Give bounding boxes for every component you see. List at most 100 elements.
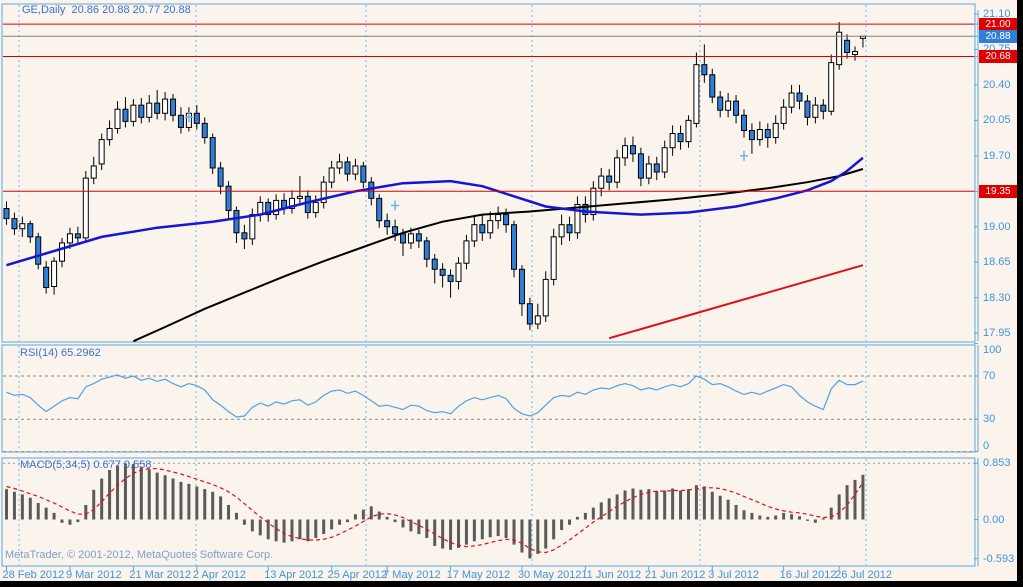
candle xyxy=(320,176,327,209)
candle xyxy=(606,168,613,191)
candle xyxy=(764,123,771,148)
candle xyxy=(717,90,724,118)
candle xyxy=(701,44,708,83)
date-label: 17 May 2012 xyxy=(446,569,511,581)
candle xyxy=(360,161,367,189)
candle xyxy=(756,121,763,146)
candle xyxy=(495,206,502,229)
main-pane-surface[interactable] xyxy=(1,3,976,343)
candle xyxy=(733,95,740,124)
macd-signal-line xyxy=(6,468,864,554)
candle xyxy=(629,136,636,162)
ma-slow-line xyxy=(132,168,864,343)
trendline-red xyxy=(608,264,864,340)
candle xyxy=(138,98,145,124)
candle xyxy=(590,181,597,221)
candle xyxy=(106,120,113,146)
candle xyxy=(201,117,208,144)
date-label: 2 Apr 2012 xyxy=(192,569,247,581)
copyright-text: MetaTrader, © 2001-2012, MetaQuotes Soft… xyxy=(5,549,274,561)
candle xyxy=(558,214,565,245)
candle xyxy=(582,196,589,223)
candle xyxy=(304,190,311,219)
candle xyxy=(447,269,454,298)
price-badge-20.68: 20.68 xyxy=(979,50,1017,64)
screen-right-edge xyxy=(1017,0,1023,587)
date-label: 25 Apr 2012 xyxy=(327,569,387,581)
price-axis-label: 18.65 xyxy=(983,256,1011,269)
candle xyxy=(43,261,50,294)
candle xyxy=(622,137,629,166)
candle xyxy=(439,263,446,288)
candle xyxy=(90,156,97,185)
price-axis-label: 20.40 xyxy=(983,78,1011,91)
candle xyxy=(637,147,644,187)
date-label: 3 Jul 2012 xyxy=(708,569,760,581)
candle xyxy=(542,271,549,322)
candle xyxy=(677,125,684,150)
candle xyxy=(653,156,660,181)
price-axis-label: 21.10 xyxy=(983,8,1011,20)
candle xyxy=(336,153,343,175)
candle xyxy=(566,216,573,241)
candle xyxy=(804,95,811,126)
candle xyxy=(661,140,668,179)
candle xyxy=(487,211,494,239)
candle xyxy=(352,158,359,181)
candle xyxy=(415,229,422,249)
price-axis-label: 20.05 xyxy=(983,114,1011,127)
candle xyxy=(51,257,58,295)
date-label: 13 Apr 2012 xyxy=(264,569,324,581)
candle xyxy=(177,107,184,134)
candle xyxy=(796,84,803,110)
rsi-axis-label: 70 xyxy=(983,370,996,382)
price-badge-20.88: 20.88 xyxy=(979,29,1017,43)
candle xyxy=(669,125,676,156)
candle xyxy=(614,149,621,189)
rsi-axis-label: 0 xyxy=(983,440,990,452)
candle xyxy=(685,115,692,148)
candle xyxy=(455,257,462,290)
macd-axis-label: 0.853 xyxy=(983,457,1011,470)
candle xyxy=(693,52,700,128)
candle xyxy=(812,97,819,124)
candle xyxy=(288,190,295,214)
candle xyxy=(344,156,351,182)
screen-bottom-edge xyxy=(0,581,1023,587)
candle xyxy=(114,101,121,134)
date-label: 26 Jul 2012 xyxy=(835,569,893,581)
candle xyxy=(479,214,486,241)
candle xyxy=(82,171,89,241)
macd-axis-label: -0.593 xyxy=(983,552,1015,565)
candle xyxy=(550,228,557,286)
price-badge-19.35: 19.35 xyxy=(979,184,1017,198)
candle xyxy=(423,236,430,268)
date-label: 21 Mar 2012 xyxy=(129,569,192,581)
candle xyxy=(154,89,161,120)
candle xyxy=(836,22,843,70)
candle xyxy=(3,201,10,225)
candle xyxy=(574,196,581,239)
candle xyxy=(780,99,787,130)
candle xyxy=(35,232,42,270)
candle xyxy=(328,160,335,189)
date-label: 30 May 2012 xyxy=(517,569,582,581)
macd-indicator-label: MACD(5,34,5) 0.677 0.558 xyxy=(20,459,152,471)
price-axis-label: 19.00 xyxy=(983,220,1011,233)
candle xyxy=(59,237,66,268)
candle xyxy=(844,34,851,59)
candle xyxy=(130,99,137,127)
candle xyxy=(471,216,478,247)
candle xyxy=(217,161,224,195)
candle xyxy=(11,212,18,235)
candle xyxy=(98,133,105,171)
candle xyxy=(725,93,732,118)
candle xyxy=(748,123,755,154)
candle xyxy=(74,226,81,245)
candle xyxy=(518,265,525,316)
date-label: 7 May 2012 xyxy=(383,569,441,581)
candle xyxy=(146,95,153,123)
price-axis-label: 18.30 xyxy=(983,291,1011,304)
candle xyxy=(241,224,248,250)
